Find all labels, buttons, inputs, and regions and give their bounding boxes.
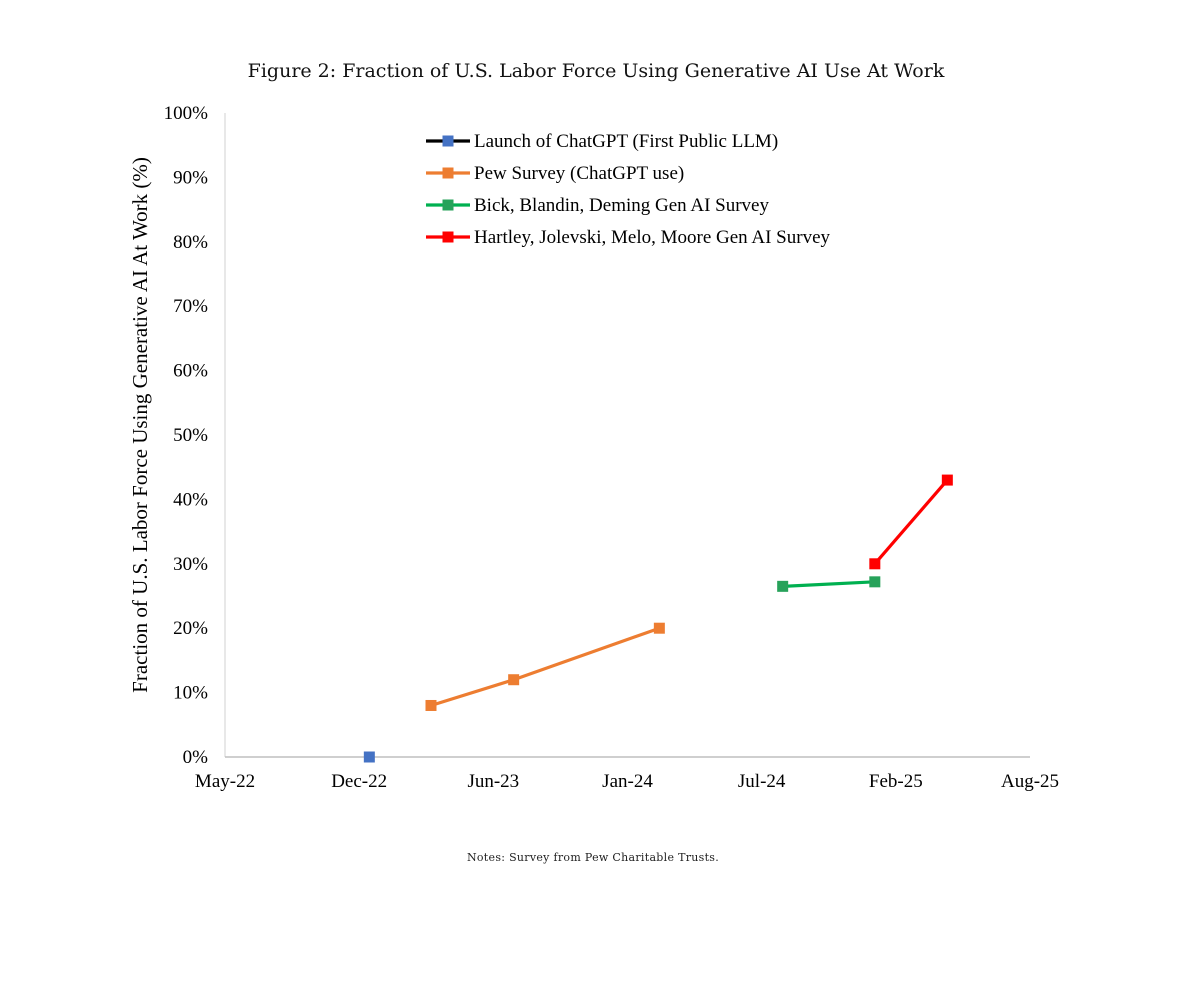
x-tick-label: Jan-24 <box>602 771 653 792</box>
legend-label: Hartley, Jolevski, Melo, Moore Gen AI Su… <box>474 227 831 248</box>
y-tick-label: 60% <box>173 361 208 382</box>
x-tick-label: Feb-25 <box>869 771 923 792</box>
data-point-marker <box>941 474 953 486</box>
y-tick-label: 0% <box>183 747 209 768</box>
series-line <box>782 580 875 588</box>
data-point-marker <box>869 576 881 588</box>
legend-marker <box>442 167 454 179</box>
x-tick-label: Jun-23 <box>467 771 519 792</box>
y-tick-label: 100% <box>164 103 209 124</box>
x-axis-ticks: May-22 Dec-22 Jun-23 Jan-24 Jul-24 Feb-25 Aug-… <box>195 771 1059 792</box>
legend-label: Launch of ChatGPT (First Public LLM) <box>474 131 778 152</box>
x-tick-label: Dec-22 <box>331 771 387 792</box>
y-tick-label: 80% <box>173 232 208 253</box>
series-line <box>873 479 949 565</box>
legend-marker <box>442 199 454 211</box>
x-tick-label: Aug-25 <box>1001 771 1059 792</box>
y-tick-label: 20% <box>173 618 208 639</box>
legend-label: Pew Survey (ChatGPT use) <box>474 163 684 184</box>
chart-series <box>363 474 953 763</box>
legend-marker <box>442 231 454 243</box>
data-point-marker <box>777 580 789 592</box>
data-point-marker <box>508 674 520 686</box>
series-0 <box>363 751 375 763</box>
y-axis-ticks: 0% 10% 20% 30% 40% 50% 60% 70% 80% 90% 100% <box>164 103 209 768</box>
series-3 <box>869 474 953 570</box>
data-point-marker <box>869 558 881 570</box>
chart-axes <box>224 113 1030 758</box>
chart-legend: Launch of ChatGPT (First Public LLM) Pew … <box>426 131 831 248</box>
data-point-marker <box>425 699 437 711</box>
series-1 <box>425 622 665 711</box>
y-tick-label: 40% <box>173 489 208 510</box>
y-tick-label: 50% <box>173 425 208 446</box>
y-tick-label: 30% <box>173 554 208 575</box>
figure-notes: Notes: Survey from Pew Charitable Trusts… <box>466 851 720 864</box>
series-line <box>430 626 660 708</box>
legend-label: Bick, Blandin, Deming Gen AI Survey <box>474 195 769 216</box>
legend-marker <box>442 135 454 147</box>
figure-title: Figure 2: Fraction of U.S. Labor Force U… <box>247 60 945 82</box>
x-tick-label: Jul-24 <box>738 771 786 792</box>
y-tick-label: 10% <box>173 683 208 704</box>
x-tick-label: May-22 <box>195 771 255 792</box>
y-axis-label: Fraction of U.S. Labor Force Using Gener… <box>128 157 152 693</box>
y-tick-label: 90% <box>173 167 208 188</box>
data-point-marker <box>363 751 375 763</box>
data-point-marker <box>653 622 665 634</box>
series-2 <box>777 576 881 592</box>
y-tick-label: 70% <box>173 296 208 317</box>
